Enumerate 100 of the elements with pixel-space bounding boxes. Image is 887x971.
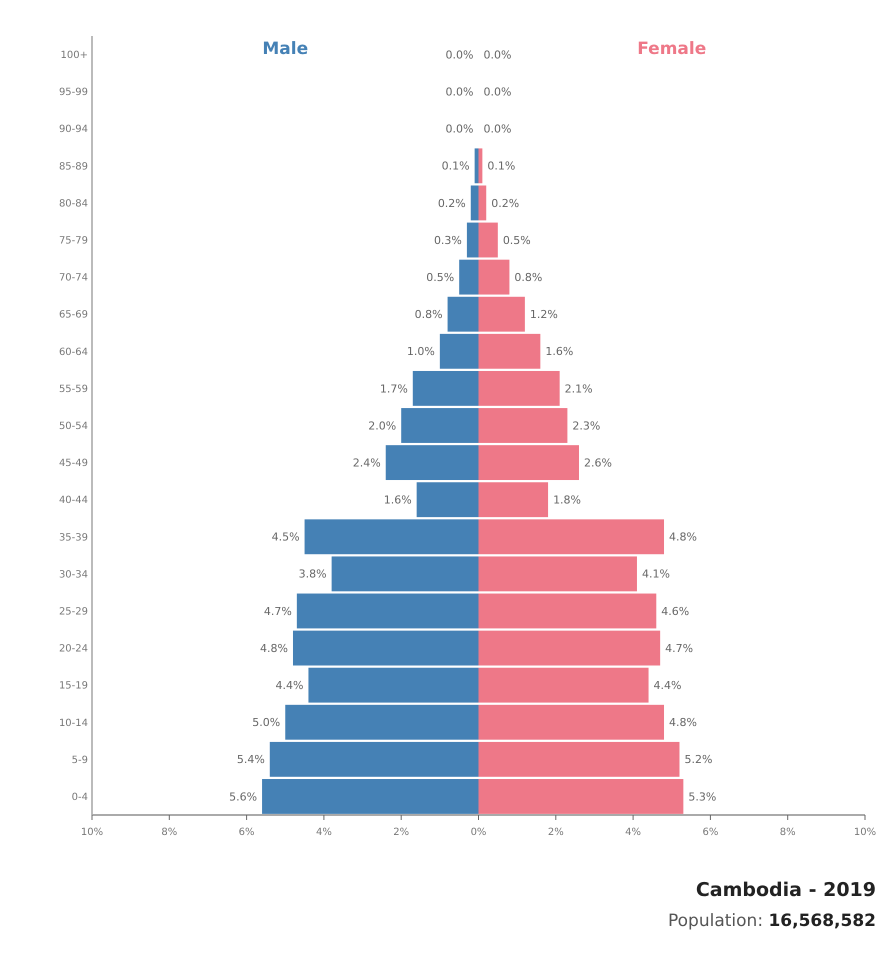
bar <box>416 482 478 518</box>
data-label: 4.7% <box>264 604 292 618</box>
y-tick-label: 85-89 <box>58 161 88 172</box>
bar <box>478 519 664 554</box>
bar <box>466 222 478 258</box>
data-label: 0.8% <box>414 308 443 322</box>
data-label: 5.2% <box>684 753 712 766</box>
bar <box>448 296 478 332</box>
bar <box>296 594 478 628</box>
bar <box>401 408 478 443</box>
data-label: 0.1% <box>442 160 470 173</box>
y-tick-label: 70-74 <box>58 272 88 284</box>
data-label: 4.4% <box>654 679 682 692</box>
text: Female <box>637 39 706 59</box>
bar <box>478 630 660 666</box>
bar <box>478 148 482 184</box>
data-label: 0.0% <box>446 122 474 136</box>
y-tick-label: 5-9 <box>72 754 88 766</box>
bar <box>478 704 664 740</box>
data-label: 4.8% <box>669 716 697 730</box>
bar <box>478 445 579 480</box>
data-label: 0.1% <box>487 160 516 173</box>
data-label: 0.0% <box>484 48 512 62</box>
y-tick-label: 35-39 <box>58 532 88 544</box>
data-label: 4.6% <box>661 604 690 618</box>
bar <box>478 668 649 703</box>
data-label: 4.1% <box>642 568 670 581</box>
y-tick-label: 15-19 <box>58 680 88 692</box>
x-tick-label: 10% <box>80 827 104 838</box>
data-label: 0.0% <box>484 85 512 98</box>
data-label: 0.5% <box>502 234 531 247</box>
data-label: 4.7% <box>665 642 694 655</box>
bar <box>308 668 478 703</box>
bar <box>478 742 680 777</box>
y-tick-label: 60-64 <box>58 346 88 358</box>
y-tick-label: 25-29 <box>58 606 88 618</box>
x-tick-label: 6% <box>702 827 718 838</box>
x-tick-label: 8% <box>780 827 796 838</box>
bar <box>386 445 478 480</box>
data-label: 4.8% <box>669 530 697 544</box>
data-label: 2.4% <box>352 456 381 470</box>
bar <box>270 742 478 777</box>
data-label: 1.7% <box>380 382 408 396</box>
bar <box>478 296 525 332</box>
y-tick-label: 0-4 <box>72 792 88 803</box>
bar <box>440 334 478 369</box>
data-label: 2.0% <box>368 419 396 432</box>
data-label: 1.6% <box>384 494 412 507</box>
bar <box>478 334 540 369</box>
bar <box>478 408 568 443</box>
y-tick-label: 55-59 <box>58 384 88 395</box>
data-label: 5.3% <box>688 790 716 804</box>
bar <box>412 370 478 406</box>
data-label: 1.6% <box>545 345 574 358</box>
data-label: 0.0% <box>484 122 512 136</box>
y-tick-label: 65-69 <box>58 310 88 321</box>
data-label: 1.8% <box>553 494 582 507</box>
bar <box>304 519 478 554</box>
bar <box>332 556 478 592</box>
bar <box>474 148 478 184</box>
x-tick-label: 0% <box>470 827 486 838</box>
bar <box>470 185 478 220</box>
bar <box>292 630 478 666</box>
data-label: 0.0% <box>446 48 474 62</box>
y-tick-label: 75-79 <box>58 236 88 247</box>
data-label: 4.5% <box>272 530 300 544</box>
bar <box>478 556 637 592</box>
data-label: 0.0% <box>446 85 474 98</box>
x-tick-label: 8% <box>161 827 178 838</box>
text: Male <box>262 39 308 59</box>
y-tick-label: 20-24 <box>58 644 88 655</box>
x-tick-label: 2% <box>548 827 564 838</box>
x-tick-label: 10% <box>854 827 876 838</box>
y-tick-label: 95-99 <box>58 87 88 98</box>
data-label: 5.6% <box>229 790 258 804</box>
data-label: 1.0% <box>406 345 435 358</box>
y-tick-label: 45-49 <box>58 458 88 470</box>
y-tick-label: 80-84 <box>58 198 88 210</box>
data-label: 2.6% <box>584 456 612 470</box>
y-tick-label: 100+ <box>60 50 88 62</box>
bar <box>478 594 656 628</box>
data-label: 4.8% <box>260 642 288 655</box>
y-tick-label: 40-44 <box>58 495 88 506</box>
y-tick-label: 90-94 <box>58 124 88 136</box>
bar <box>262 779 478 814</box>
text: Cambodia - 2019 <box>696 879 876 901</box>
data-label: 3.8% <box>298 568 327 581</box>
bar <box>478 185 486 220</box>
data-label: 0.2% <box>491 196 520 210</box>
bar <box>459 260 478 295</box>
bar <box>478 370 560 406</box>
data-label: 2.3% <box>572 419 600 432</box>
data-label: 4.4% <box>275 679 304 692</box>
x-tick-label: 4% <box>316 827 332 838</box>
y-tick-label: 10-14 <box>58 718 88 729</box>
data-label: 2.1% <box>564 382 593 396</box>
x-tick-label: 6% <box>238 827 255 838</box>
y-tick-label: 30-34 <box>58 569 88 580</box>
bar <box>478 260 510 295</box>
bar <box>478 222 498 258</box>
